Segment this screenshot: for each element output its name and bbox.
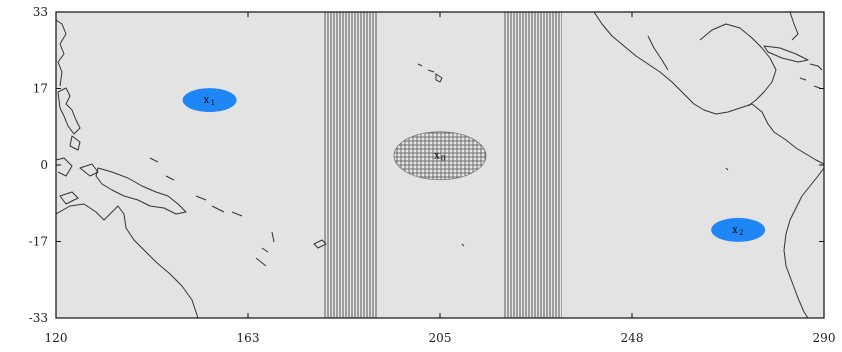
x-tick-label: 120	[45, 331, 68, 345]
hatched-band-1	[322, 12, 377, 318]
x-tick-label: 163	[237, 331, 260, 345]
region-x1	[182, 88, 237, 113]
coastline-north-america	[593, 12, 824, 165]
marker-label-x0: x	[434, 151, 440, 162]
coastlines	[56, 12, 824, 318]
coastline-florida	[789, 12, 799, 41]
y-tick-label: 17	[33, 82, 48, 96]
region-x2	[711, 217, 766, 242]
x-axis-ticks: 120 163 205 248 290	[45, 12, 836, 345]
marker-subscript-x0: 0	[441, 155, 445, 163]
marker-label-x1: x	[204, 95, 210, 106]
marker-subscript-x2: 2	[739, 229, 743, 237]
y-tick-label: -17	[29, 235, 48, 249]
hatched-band-2	[503, 12, 562, 318]
marker-subscript-x1: 1	[211, 99, 215, 107]
coastline-central-islands	[461, 167, 729, 247]
x-tick-label: 290	[813, 331, 836, 345]
coastline-indonesia	[56, 157, 73, 177]
coastline-fiji	[313, 239, 327, 249]
coastline-philippines	[57, 87, 81, 135]
coastline-indonesia-islands	[59, 163, 99, 205]
coastline-baja	[647, 35, 669, 71]
hatched-bands	[322, 12, 562, 318]
x-tick-label: 248	[621, 331, 644, 345]
coastline-caribbean	[799, 63, 823, 89]
coastline-asia	[56, 19, 67, 87]
x-tick-label: 205	[429, 331, 452, 345]
y-tick-label: 0	[40, 158, 48, 172]
marker-label-x2: x	[732, 225, 738, 236]
coastline-solomons	[149, 157, 243, 217]
coastline-new-guinea	[95, 167, 187, 215]
coastline-south-america	[783, 167, 824, 318]
y-tick-label: 33	[33, 5, 48, 19]
coastline-new-caledonia	[255, 231, 275, 267]
coastline-australia	[56, 203, 199, 318]
y-tick-label: -33	[29, 311, 48, 325]
y-axis-ticks: 33 17 0 -17 -33	[29, 5, 824, 325]
coastline-philippine-island	[69, 135, 81, 151]
highlighted-regions: x 1x 2x 0	[182, 88, 766, 242]
coastline-mexico	[699, 23, 777, 107]
coastline-cuba	[763, 45, 809, 63]
region-x0	[393, 131, 487, 181]
coastline-hawaii	[417, 63, 443, 83]
